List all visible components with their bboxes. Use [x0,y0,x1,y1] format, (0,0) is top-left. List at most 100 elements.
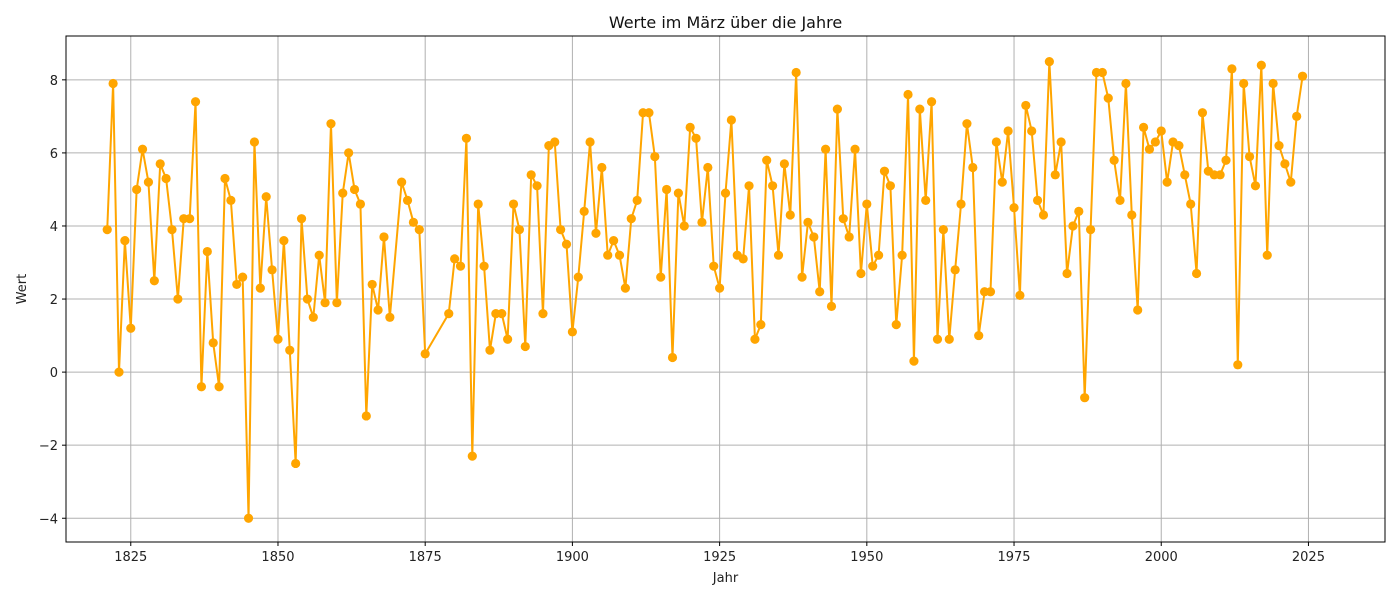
data-point [656,272,666,282]
data-point [609,235,619,246]
data-point [856,268,866,279]
data-point [926,97,937,107]
data-point [255,283,265,293]
data-point [826,301,837,311]
data-point [149,276,159,286]
data-point [108,78,118,89]
data-point [173,294,183,304]
data-point [968,162,978,173]
data-point [402,195,413,205]
data-point [1250,181,1261,191]
data-point [561,239,572,249]
data-point [1038,210,1049,220]
data-point [361,411,371,421]
data-point [756,320,766,330]
data-point [132,184,142,195]
data-point [697,217,707,227]
x-tick-label: 1850 [261,550,294,565]
data-point [803,217,813,227]
data-point [932,334,943,344]
data-point [279,235,289,246]
data-point [455,261,466,271]
data-point [991,137,1001,147]
data-point [450,254,460,264]
data-point [956,199,966,209]
data-point [903,89,913,100]
data-point [238,272,248,282]
data-point [137,144,148,154]
data-point [891,320,901,330]
data-point [308,312,318,322]
data-point [379,232,389,242]
data-point [1262,250,1272,260]
data-point [1127,210,1137,220]
data-point [1021,100,1031,111]
data-point [1103,93,1113,103]
data-point [1280,159,1290,169]
data-point [1233,360,1243,370]
y-tick-label: −2 [39,439,58,454]
data-point [520,341,530,352]
data-point [249,137,260,147]
x-tick-label: 1825 [114,550,147,565]
data-point [1215,170,1225,180]
data-point [815,287,825,297]
data-point [1009,203,1019,213]
data-point [750,334,760,344]
y-tick-label: 0 [50,366,58,381]
data-point [1197,108,1208,118]
data-point [1268,78,1278,89]
x-tick-label: 1875 [409,550,442,565]
data-point [667,352,678,363]
data-point [850,144,860,154]
data-point [473,199,483,209]
data-point [832,104,842,114]
data-point [567,327,578,337]
data-point [1144,144,1155,154]
data-point [526,170,536,180]
data-point [685,122,695,132]
data-point [1244,151,1255,162]
data-point [603,250,613,260]
data-point [267,265,277,275]
x-tick-label: 1900 [556,550,589,565]
data-point [1162,177,1172,187]
data-point [1256,60,1266,70]
data-point [909,356,919,366]
data-point [126,323,136,333]
data-point [349,184,360,195]
data-point [779,159,789,169]
data-point [1027,126,1037,136]
data-point [479,261,489,271]
data-point [143,177,154,187]
data-point [243,513,254,523]
data-point [1044,56,1054,67]
data-point [1062,268,1072,279]
data-point [950,265,960,275]
data-point [414,225,424,235]
data-point [868,261,878,271]
data-point [862,199,872,209]
data-point [715,283,725,293]
data-point [744,181,754,191]
data-point [408,217,419,227]
data-point [938,225,948,235]
data-point [1050,170,1060,180]
data-point [326,119,336,129]
x-tick-label: 2025 [1292,550,1325,565]
data-point [620,283,631,293]
data-point [444,309,454,319]
x-tick-label: 1975 [997,550,1030,565]
data-point [155,159,165,169]
data-point [762,155,772,165]
data-point [1115,195,1125,205]
data-point [591,228,601,238]
data-point [556,225,566,235]
data-point [273,334,283,344]
data-point [1186,199,1196,209]
y-tick-label: 6 [50,147,58,162]
data-point [726,115,736,125]
data-point [1191,268,1202,279]
